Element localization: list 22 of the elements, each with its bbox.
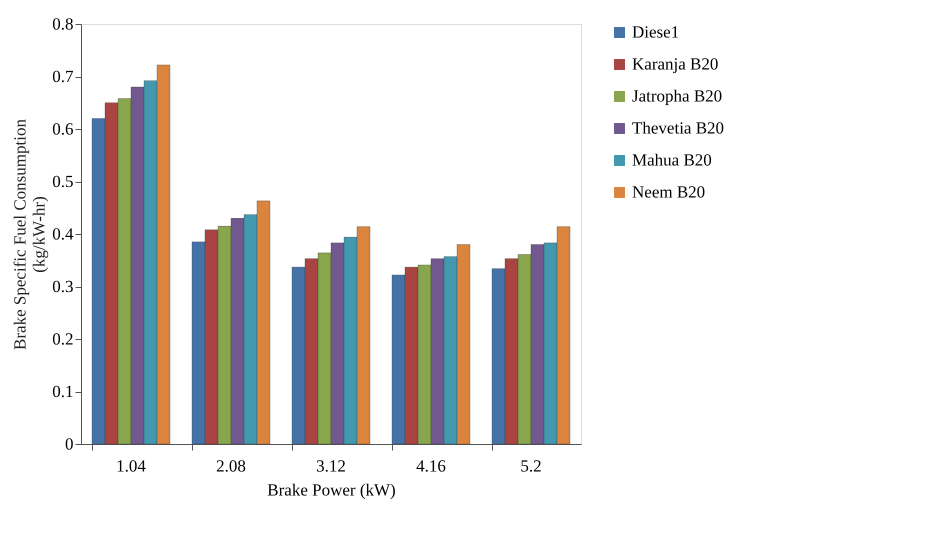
y-tick-label: 0 bbox=[65, 434, 74, 454]
legend-label: Jatropha B20 bbox=[632, 86, 722, 106]
y-tick-label: 0.3 bbox=[52, 277, 74, 296]
y-tick-label: 0.5 bbox=[52, 172, 74, 191]
y-tick-label: 0.8 bbox=[52, 14, 74, 34]
y-axis-title: Brake Specific Fuel Consumption (kg/kW-hr) bbox=[10, 118, 48, 350]
x-axis-title: Brake Power (kW) bbox=[267, 480, 396, 500]
y-tick-label: 0.7 bbox=[52, 67, 74, 86]
x-tick-label: 4.16 bbox=[416, 456, 446, 476]
x-tick-label: 3.12 bbox=[316, 456, 346, 476]
y-tick-label: 0.4 bbox=[52, 224, 74, 244]
legend-label: Mahua B20 bbox=[632, 150, 712, 170]
x-tick-label: 2.08 bbox=[216, 456, 246, 476]
legend-label: Karanja B20 bbox=[632, 54, 718, 74]
y-tick-label: 0.6 bbox=[52, 120, 74, 138]
y-tick-label: 0.1 bbox=[52, 382, 74, 401]
x-tick-label: 5.2 bbox=[520, 456, 542, 476]
y-tick-label: 0.2 bbox=[52, 330, 74, 348]
legend-label: Thevetia B20 bbox=[632, 118, 724, 138]
x-tick-label: 1.04 bbox=[116, 456, 146, 476]
legend-label: Diese1 bbox=[632, 22, 680, 42]
legend-label: Neem B20 bbox=[632, 182, 706, 202]
